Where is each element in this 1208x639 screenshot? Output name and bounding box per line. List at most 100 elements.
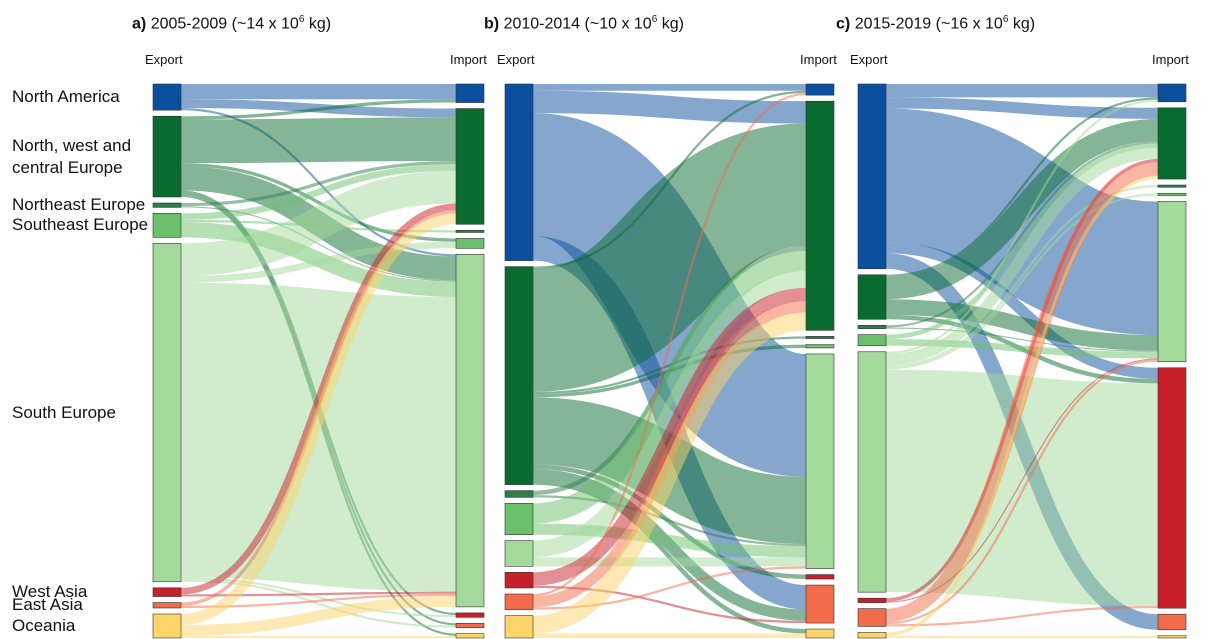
flow (180, 241, 457, 283)
export-node (504, 572, 534, 589)
flow (180, 206, 457, 282)
flow (532, 250, 807, 524)
panel-exponent: 6 (1002, 14, 1009, 25)
flow (532, 90, 807, 124)
import-node (805, 100, 835, 331)
import-node (455, 633, 485, 639)
import-node (805, 336, 835, 339)
export-node (857, 324, 887, 329)
panel-unit: kg) (657, 15, 684, 33)
panel-label: b) (484, 15, 500, 33)
flow (885, 369, 1159, 606)
panel-unit: kg) (1008, 15, 1036, 33)
panel-title: b) 2010-2014 (~10 x 106 kg) (484, 14, 684, 33)
panel-period: 2005-2009 (~14 x 10 (150, 15, 299, 33)
import-node (805, 83, 835, 96)
flow (885, 175, 1159, 636)
region-label: South Europe (12, 402, 116, 422)
flow (180, 99, 457, 120)
export-node (504, 266, 534, 485)
flow (180, 213, 457, 625)
panel-title: c) 2015-2019 (~16 x 106 kg) (836, 14, 1035, 33)
export-label: Export (497, 52, 535, 67)
export-node (857, 632, 887, 639)
import-label: Import (800, 52, 837, 67)
panel-exponent: 6 (298, 14, 305, 25)
flow (885, 141, 1159, 328)
export-label: Export (850, 52, 888, 67)
nodes (152, 83, 1187, 639)
flow (885, 99, 1159, 354)
region-label: West Asia (12, 582, 88, 602)
import-node (805, 344, 835, 349)
import-node (455, 83, 485, 103)
export-label: Export (145, 52, 183, 67)
export-node (857, 274, 887, 320)
panel-title: a) 2005-2009 (~14 x 106 kg) (132, 14, 331, 33)
import-node (1157, 201, 1187, 363)
flow (885, 299, 1159, 351)
panel-label: c) (836, 15, 851, 33)
import-node (1157, 83, 1187, 103)
flow (885, 97, 1159, 277)
import-node (1157, 192, 1187, 196)
export-node (857, 351, 887, 593)
import-node (805, 353, 835, 569)
import-node (1157, 184, 1187, 188)
flow (530, 123, 809, 392)
flow (885, 242, 1159, 379)
import-label: Import (450, 52, 487, 67)
region-label: North, west and central Europe (12, 135, 132, 177)
region-label: East Asia (12, 595, 83, 615)
export-node (857, 83, 887, 270)
flow (180, 117, 457, 164)
export-node (857, 608, 887, 627)
export-node (152, 602, 182, 609)
export-node (857, 597, 887, 603)
export-node (152, 213, 182, 238)
export-node (152, 243, 182, 583)
export-node (504, 540, 534, 567)
export-node (152, 613, 182, 639)
panel-unit: kg) (304, 15, 332, 33)
panel-exponent: 6 (651, 14, 658, 25)
region-label: Southeast Europe (12, 215, 149, 235)
flow (885, 143, 1159, 340)
export-node (504, 490, 534, 498)
flow (532, 287, 807, 586)
export-node (504, 615, 534, 639)
flow (885, 605, 1159, 627)
export-node (152, 83, 182, 111)
import-node (1157, 613, 1187, 631)
flow (532, 312, 807, 634)
flow (180, 170, 457, 277)
flow (180, 164, 457, 220)
import-node (805, 628, 835, 639)
flow (180, 577, 457, 618)
import-node (455, 622, 485, 628)
import-node (1157, 367, 1187, 609)
import-node (1157, 107, 1187, 180)
import-node (805, 584, 835, 624)
export-node (152, 202, 182, 208)
import-node (455, 229, 485, 233)
export-node (504, 593, 534, 610)
import-node (805, 574, 835, 580)
import-node (455, 253, 485, 608)
flow (532, 90, 807, 269)
export-node (504, 503, 534, 535)
flows (180, 83, 1160, 639)
import-label: Import (1152, 52, 1189, 67)
flow (885, 339, 1159, 359)
import-node (455, 108, 485, 225)
export-node (152, 115, 182, 198)
flow (180, 203, 457, 595)
flow (885, 162, 1159, 622)
import-node (1157, 635, 1187, 639)
region-label: Northeast Europe (12, 195, 146, 215)
flow (180, 282, 457, 592)
flow (532, 271, 807, 558)
flow (180, 160, 457, 207)
